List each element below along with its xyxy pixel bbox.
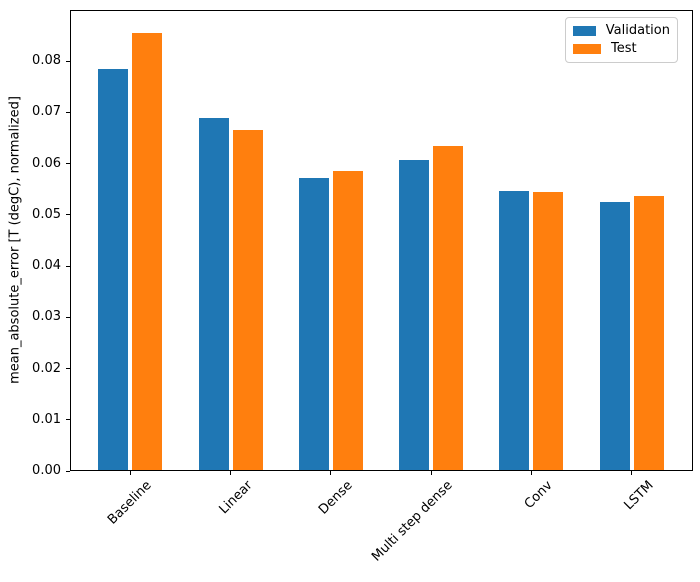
- bar-test-lstm: [633, 196, 664, 471]
- bar-validation-dense: [298, 178, 329, 471]
- y-tick-label: 0.04: [32, 258, 61, 274]
- x-tick-mark: [230, 471, 232, 475]
- bar-validation-linear: [198, 118, 229, 471]
- test-swatch-icon: [573, 44, 601, 54]
- x-tick-mark: [530, 471, 532, 475]
- y-tick-label: 0.01: [32, 411, 61, 427]
- y-tick-label: 0.08: [32, 53, 61, 69]
- y-tick-mark: [66, 265, 70, 267]
- y-tick-mark: [66, 163, 70, 165]
- y-tick-mark: [66, 316, 70, 318]
- legend-item-validation: Validation: [573, 24, 670, 38]
- legend-item-test: Test: [573, 42, 670, 56]
- bar-validation-lstm: [599, 202, 630, 471]
- x-tick-label: Baseline: [105, 478, 156, 528]
- x-tick-mark: [129, 471, 131, 475]
- y-tick-mark: [66, 368, 70, 370]
- y-tick-label: 0.02: [32, 360, 61, 376]
- bar-test-linear: [232, 130, 263, 471]
- x-tick-mark: [330, 471, 332, 475]
- bar-validation-multi-step-dense: [399, 159, 430, 471]
- y-tick-mark: [66, 419, 70, 421]
- x-tick-mark: [430, 471, 432, 475]
- y-tick-label: 0.05: [32, 206, 61, 222]
- validation-swatch-icon: [573, 26, 596, 36]
- y-tick-mark: [66, 111, 70, 113]
- bar-test-multi-step-dense: [433, 145, 464, 471]
- y-tick-mark: [66, 470, 70, 472]
- bar-validation-baseline: [98, 68, 129, 471]
- legend-label-test: Test: [611, 41, 637, 56]
- y-tick-label: 0.06: [32, 155, 61, 171]
- bar-validation-conv: [499, 190, 530, 471]
- x-tick-mark: [631, 471, 632, 475]
- bar-test-dense: [332, 171, 363, 471]
- y-tick-label: 0.03: [32, 309, 61, 325]
- y-tick-label: 0.07: [32, 104, 61, 120]
- bar-test-conv: [533, 191, 564, 471]
- legend-label-validation: Validation: [605, 23, 670, 38]
- y-tick-label: 0.00: [32, 463, 61, 478]
- legend: Validation Test: [565, 17, 678, 63]
- y-axis-label: mean_absolute_error [T (degC), normalize…: [7, 96, 23, 384]
- bar-test-baseline: [132, 33, 163, 471]
- y-tick-mark: [66, 60, 70, 62]
- y-tick-mark: [66, 214, 70, 216]
